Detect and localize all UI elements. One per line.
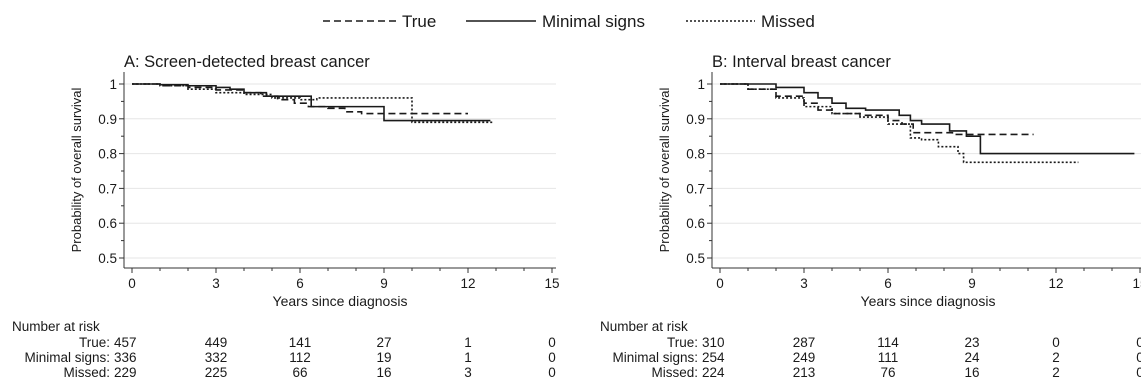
risk-value-0-3: 23	[964, 335, 979, 350]
x-tick-label-3: 9	[380, 276, 388, 291]
y-tick-label-5: 1	[109, 77, 117, 92]
risk-value-0-1: 449	[205, 335, 228, 350]
risk-value-0-2: 141	[289, 335, 312, 350]
risk-value-0-4: 0	[1052, 335, 1060, 350]
series-line-0	[720, 83, 1034, 136]
risk-value-0-3: 27	[376, 335, 391, 350]
x-axis-label: Years since diagnosis	[273, 293, 408, 309]
risk-value-1-0: 254	[702, 350, 725, 365]
risk-value-0-5: 0	[548, 335, 556, 350]
risk-row-label-2: Missed:	[651, 365, 698, 380]
risk-value-2-5: 0	[548, 365, 556, 380]
risk-value-0-4: 1	[464, 335, 472, 350]
y-tick-label-2: 0.7	[686, 181, 705, 196]
risk-value-1-1: 332	[205, 350, 228, 365]
risk-value-2-3: 16	[376, 365, 391, 380]
risk-row-label-1: Minimal signs:	[612, 350, 698, 365]
risk-value-2-2: 76	[880, 365, 895, 380]
y-tick-label-3: 0.8	[98, 147, 117, 162]
risk-value-1-0: 336	[114, 350, 137, 365]
risk-value-1-2: 112	[289, 350, 311, 365]
risk-value-2-1: 225	[205, 365, 228, 380]
x-tick-label-4: 12	[460, 276, 475, 291]
x-tick-label-1: 3	[800, 276, 808, 291]
legend: True Minimal signs Missed	[323, 12, 815, 31]
y-axis-label: Probability of overall survival	[69, 88, 84, 253]
y-tick-label-1: 0.6	[98, 216, 117, 231]
risk-value-0-0: 457	[114, 335, 137, 350]
risk-table-title: Number at risk	[600, 319, 688, 334]
risk-value-1-4: 1	[464, 350, 472, 365]
risk-value-2-4: 2	[1052, 365, 1060, 380]
series-line-0	[132, 83, 468, 115]
panel-a: A: Screen-detected breast cancer 0.5 0.6 0.…	[12, 53, 560, 380]
legend-label-0: True	[402, 12, 436, 31]
risk-row-label-2: Missed:	[63, 365, 110, 380]
y-tick-label-3: 0.8	[686, 147, 705, 162]
x-tick-label-3: 9	[968, 276, 976, 291]
risk-value-2-5: 0	[1136, 365, 1141, 380]
x-tick-label-0: 0	[716, 276, 724, 291]
legend-label-1: Minimal signs	[542, 12, 645, 31]
y-tick-label-4: 0.9	[686, 112, 705, 127]
risk-value-2-0: 229	[114, 365, 137, 380]
series-line-1	[132, 83, 491, 122]
risk-row-label-0: True:	[79, 335, 110, 350]
x-tick-label-2: 6	[296, 276, 304, 291]
y-tick-label-0: 0.5	[686, 251, 705, 266]
risk-value-0-2: 114	[877, 335, 899, 350]
series-line-2	[720, 83, 1079, 164]
risk-row-label-1: Minimal signs:	[24, 350, 110, 365]
x-tick-label-5: 15	[1132, 276, 1141, 291]
y-tick-label-2: 0.7	[98, 181, 117, 196]
x-tick-label-5: 15	[544, 276, 559, 291]
y-tick-label-4: 0.9	[98, 112, 117, 127]
y-tick-label-5: 1	[697, 77, 705, 92]
risk-value-2-0: 224	[702, 365, 725, 380]
risk-value-2-4: 3	[464, 365, 472, 380]
series-line-1	[720, 83, 1135, 155]
risk-value-1-4: 2	[1052, 350, 1060, 365]
risk-value-1-3: 19	[376, 350, 391, 365]
legend-label-2: Missed	[761, 12, 815, 31]
series-line-2	[132, 83, 494, 124]
risk-table-title: Number at risk	[12, 319, 100, 334]
x-tick-label-1: 3	[212, 276, 220, 291]
risk-row-label-0: True:	[667, 335, 698, 350]
x-tick-label-4: 12	[1048, 276, 1063, 291]
x-axis-label: Years since diagnosis	[861, 293, 996, 309]
panel-b: B: Interval breast cancer 0.5 0.6 0.7 0.8 0.9…	[600, 53, 1141, 380]
risk-value-0-1: 287	[793, 335, 816, 350]
x-tick-label-2: 6	[884, 276, 892, 291]
panel-title: B: Interval breast cancer	[712, 53, 891, 71]
risk-value-0-0: 310	[702, 335, 725, 350]
risk-value-1-1: 249	[793, 350, 816, 365]
risk-value-2-1: 213	[793, 365, 816, 380]
risk-value-1-2: 111	[878, 350, 899, 365]
x-tick-label-0: 0	[128, 276, 136, 291]
panel-title: A: Screen-detected breast cancer	[124, 53, 370, 71]
risk-value-2-2: 66	[292, 365, 307, 380]
y-tick-label-1: 0.6	[686, 216, 705, 231]
risk-value-0-5: 0	[1136, 335, 1141, 350]
risk-value-2-3: 16	[964, 365, 979, 380]
risk-value-1-5: 0	[548, 350, 556, 365]
risk-value-1-3: 24	[964, 350, 980, 365]
y-axis-label: Probability of overall survival	[657, 88, 672, 253]
risk-value-1-5: 0	[1136, 350, 1141, 365]
y-tick-label-0: 0.5	[98, 251, 117, 266]
